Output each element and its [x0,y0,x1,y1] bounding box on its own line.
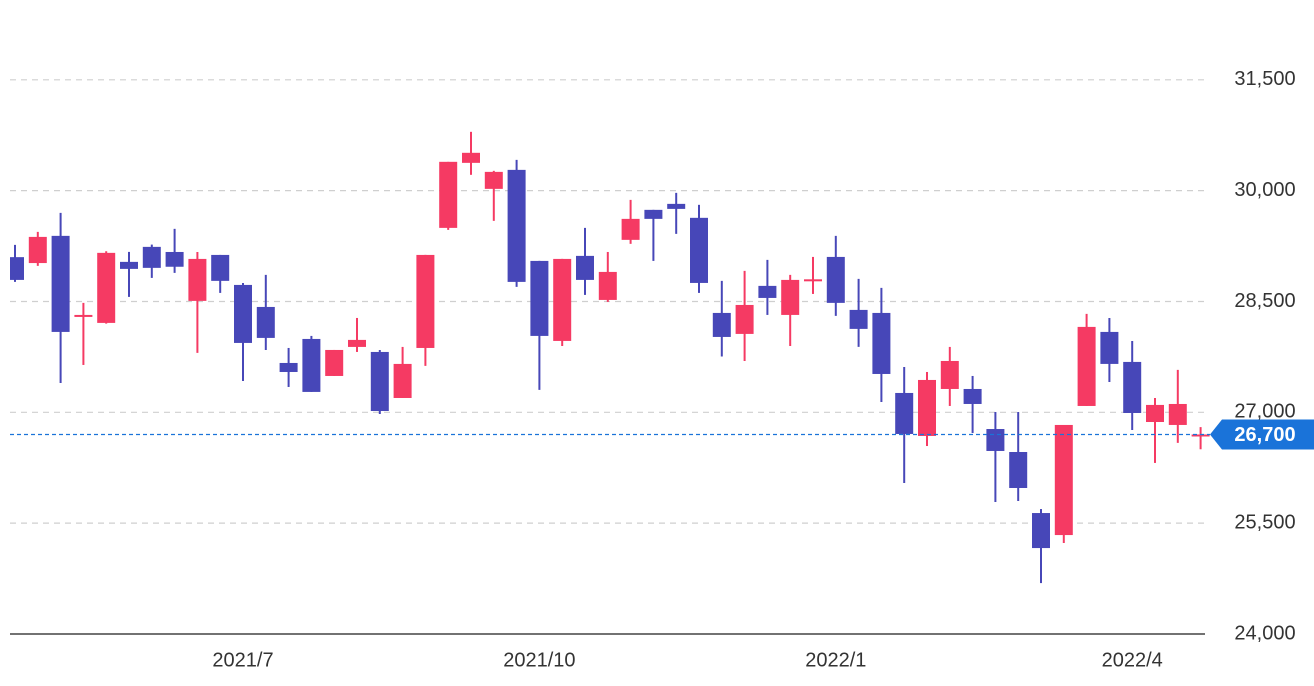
candle-body [416,254,435,348]
candle-body [1009,452,1028,488]
candle-body [1123,361,1142,413]
candle-body [507,169,526,282]
labels: 24,000 25,500 27,000 28,500 30,000 31,500 2021… [10,68,1314,671]
y-tick-label: 24,000 [1234,622,1295,644]
y-tick-label: 30,000 [1234,179,1295,201]
candle-body [484,171,503,189]
candle-body [1100,331,1119,364]
candles [10,131,1210,584]
candle-body [918,379,936,436]
candle-body [690,217,708,283]
x-tick-label: 2022/4 [1102,649,1163,671]
candle-body [712,312,731,337]
candle-body [256,306,275,338]
grid [10,79,1205,635]
candle-body [576,255,594,280]
candle-body [530,260,549,336]
candle-body [74,314,93,317]
candle-body [735,304,754,334]
candle-body [1032,513,1050,549]
y-tick-label: 25,500 [1234,511,1295,533]
x-tick-label: 2021/7 [212,649,273,671]
candle-body [370,351,389,411]
candle-body [1168,403,1187,425]
last-price-tag [1210,419,1314,450]
last-price-label: 26,700 [1234,424,1295,446]
candle-body [826,256,845,303]
candle-body [97,252,116,323]
candle-body [393,363,412,398]
candle-body [849,309,868,329]
candle-body [51,235,70,332]
x-tick-label: 2021/10 [503,649,575,671]
y-tick-label: 31,500 [1234,68,1295,90]
candle-body [644,209,663,219]
candle-body [279,362,298,372]
candle-body [10,257,24,280]
candle-body [553,258,572,341]
candle-body [1054,424,1073,536]
candle-body [804,279,822,282]
candle-body [895,392,914,434]
candle-body [142,246,161,268]
candle-body [1146,404,1164,423]
y-tick-label: 28,500 [1234,290,1295,312]
candle-body [234,284,252,343]
candle-body [120,261,138,269]
candle-body [348,339,366,347]
candle-body [598,271,617,300]
candle-body [781,279,800,315]
candle-body [667,203,686,209]
candle-body [986,429,1005,451]
candle-body [211,254,230,281]
candle-body [28,236,47,264]
candle-body [621,218,640,240]
candle-body [758,285,777,298]
y-tick-label: 27,000 [1234,401,1295,423]
candle-body [940,360,959,389]
candle-body [302,338,321,392]
candle-body [1077,326,1096,406]
candle-body [439,161,458,228]
candle-body [872,312,891,374]
candle-body [462,152,480,163]
candle-body [165,251,184,267]
candle-body [1191,434,1210,437]
candle-body [325,349,344,376]
candle-body [963,388,982,404]
x-tick-label: 2022/1 [805,649,866,671]
candle-body [188,258,207,301]
